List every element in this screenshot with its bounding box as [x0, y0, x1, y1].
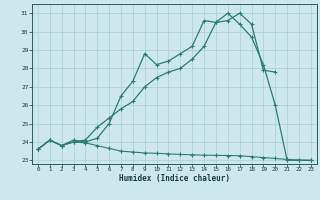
- X-axis label: Humidex (Indice chaleur): Humidex (Indice chaleur): [119, 174, 230, 183]
